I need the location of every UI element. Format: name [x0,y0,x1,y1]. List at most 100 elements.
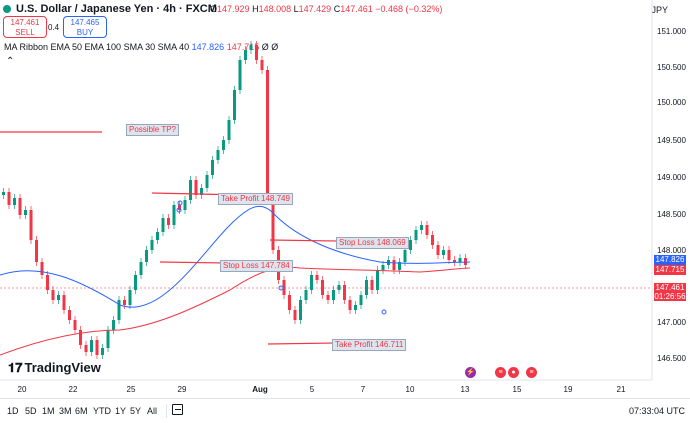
range-1d[interactable]: 1D [7,406,19,416]
candle-body [112,320,115,330]
candle-body [216,150,220,160]
symbol-title[interactable]: U.S. Dollar / Japanese Yen · 4h · FXCM [16,3,217,15]
candle-body [150,240,154,250]
candle-body [145,250,148,262]
candle-body [431,235,434,245]
candle-body [332,290,335,300]
ohlc-close-key: C [333,4,341,14]
flag-event-icon[interactable]: ≡ [526,367,537,378]
lightning-event-icon[interactable]: ⚡ [465,367,476,378]
candle-body [365,280,368,295]
candle-body [222,140,225,150]
annotation-take-profit-2[interactable]: Take Profit 146.711 [332,339,407,351]
sell-button[interactable]: 147.461 SELL [3,16,47,38]
candle-body [337,285,341,290]
spread-value: 0.4 [48,23,60,32]
candle-body [35,240,38,262]
footer-divider [166,404,167,418]
candle-body [255,45,258,60]
range-all[interactable]: All [147,406,158,416]
ema-100-line [0,266,471,356]
range-ytd[interactable]: YTD [93,406,111,416]
range-1y[interactable]: 1Y [115,406,127,416]
candle-body [194,180,198,195]
ohlc-close: 147.461 [340,4,373,14]
candle-body [370,280,374,290]
ohlc-open: 147.929 [217,4,250,14]
candle-body [123,300,126,305]
time-axis-label: 7 [361,385,366,394]
marker-circle [381,309,387,315]
range-3m[interactable]: 3M [59,406,72,416]
flag-event-icon[interactable]: ● [508,367,519,378]
candle-body [167,218,170,225]
ohlc-low-key: L [293,4,299,14]
candle-body [359,295,363,305]
candle-body [84,345,88,352]
candle-body [40,262,44,275]
candle-body [68,310,71,320]
candle-body [425,225,429,235]
candle-body [156,232,159,240]
annotation-take-profit-1[interactable]: Take Profit 148.749 [218,193,293,205]
candle-body [227,120,231,140]
currency-label[interactable]: JPY [651,5,668,15]
range-5y[interactable]: 5Y [130,406,142,416]
annotation-stop-loss-1[interactable]: Stop Loss 147.784 [220,260,293,272]
symbol-status-icon [3,5,11,13]
candle-body [392,260,396,270]
time-axis: 20 22 25 29 Aug 5 7 10 13 15 19 21 [18,385,626,394]
buy-button[interactable]: 147.465 BUY [63,16,107,38]
price-axis-label: 148.500 [657,210,686,219]
candle-body [326,295,330,300]
indicator-legend[interactable]: MA Ribbon EMA 50 EMA 100 SMA 30 SMA 40 1… [4,42,278,52]
calendar-icon[interactable] [172,404,183,415]
candles-group [2,41,467,359]
candle-body [95,340,99,355]
range-1m[interactable]: 1M [42,406,55,416]
marker-circle [176,207,182,213]
candle-body [436,245,440,255]
time-axis-label: 20 [18,385,27,394]
indicator-name: MA Ribbon EMA 50 EMA 100 SMA 30 SMA 40 [4,42,190,52]
tradingview-logo: 𝟏𝟕 TradingView [8,360,101,376]
range-6m[interactable]: 6M [75,406,88,416]
candle-body [293,310,297,320]
candle-body [57,295,60,300]
buy-label: BUY [76,28,94,37]
candle-body [189,180,192,200]
candle-body [128,290,132,305]
candle-body [403,250,407,262]
candle-body [106,330,110,348]
candle-body [18,198,22,215]
footer-bar: 1D 5D 1M 3M 6M YTD 1Y 5Y All 07:33:04 UT… [0,398,690,423]
price-axis-label: 147.000 [657,318,686,327]
candle-body [244,50,247,60]
candle-body [376,270,379,290]
candle-body [409,240,412,250]
range-5d[interactable]: 5D [25,406,37,416]
price-axis-label: 151.000 [657,27,686,36]
time-axis-label: 29 [178,385,187,394]
candle-body [271,200,275,250]
candle-body [343,285,346,300]
annotation-possible-tp[interactable]: Possible TP? [126,124,179,136]
candle-body [13,198,16,205]
time-axis-label: 10 [406,385,415,394]
price-axis-label: 150.500 [657,63,686,72]
last-price-value: 147.461 [655,283,685,292]
candle-body [24,210,27,215]
chevron-up-icon[interactable]: ⌃ [6,56,15,67]
ohlc-high-key: H [252,4,259,14]
ohlc-high: 148.008 [258,4,292,14]
time-axis-label: 5 [310,385,315,394]
candle-body [398,262,401,270]
chart-header: U.S. Dollar / Japanese Yen · 4h · FXCM O… [0,0,690,20]
annotation-stop-loss-2[interactable]: Stop Loss 148.069 [336,237,409,249]
flag-event-icon[interactable]: ≡ [495,367,506,378]
candle-body [238,60,242,90]
candle-body [414,230,418,240]
price-axis-label: 149.000 [657,173,686,182]
utc-clock[interactable]: 07:33:04 UTC [628,406,685,416]
time-axis-label: 25 [127,385,136,394]
